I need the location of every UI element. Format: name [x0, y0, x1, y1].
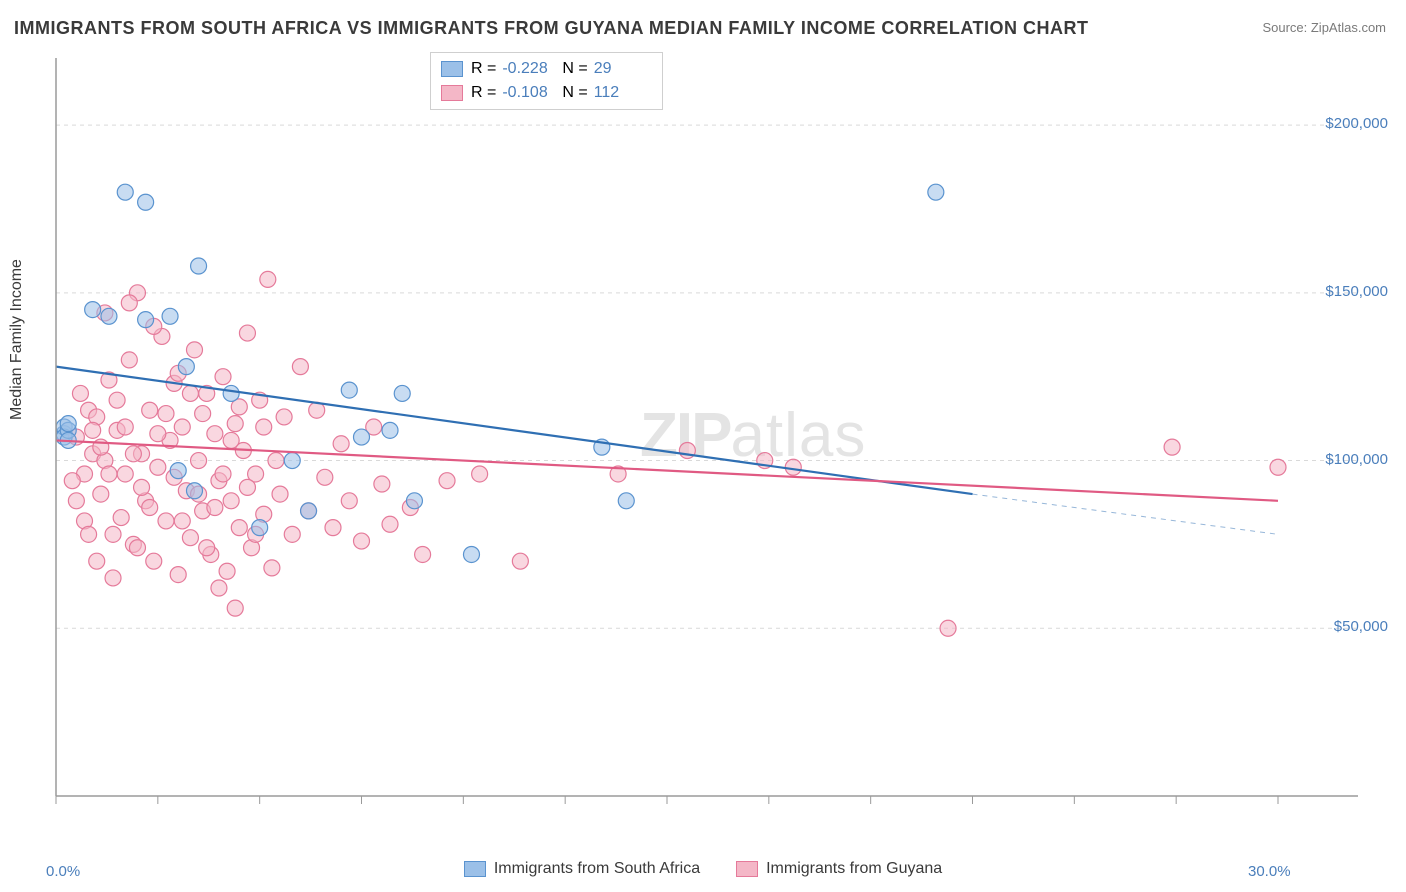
chart-title: IMMIGRANTS FROM SOUTH AFRICA VS IMMIGRAN…	[14, 18, 1089, 39]
legend-row-sa: R = -0.228 N = 29	[441, 57, 648, 81]
legend-swatch-guyana	[441, 85, 463, 101]
source-label: Source: ZipAtlas.com	[1262, 20, 1386, 35]
legend-swatch-guyana-2	[736, 861, 758, 877]
y-tick-label: $50,000	[1334, 618, 1388, 635]
legend-swatch-sa-2	[464, 861, 486, 877]
chart-container: IMMIGRANTS FROM SOUTH AFRICA VS IMMIGRAN…	[0, 0, 1406, 892]
x-tick-label: 30.0%	[1248, 863, 1291, 880]
series-legend: Immigrants from South Africa Immigrants …	[0, 860, 1406, 878]
y-tick-label: $150,000	[1325, 283, 1388, 300]
legend-item-sa: Immigrants from South Africa	[464, 860, 700, 878]
x-tick-label: 0.0%	[46, 863, 80, 880]
y-axis-label: Median Family Income	[8, 259, 26, 420]
stats-legend: R = -0.228 N = 29 R = -0.108 N = 112	[430, 52, 663, 110]
scatter-plot	[48, 48, 1378, 818]
legend-swatch-sa	[441, 61, 463, 77]
legend-row-guyana: R = -0.108 N = 112	[441, 81, 648, 105]
y-tick-label: $200,000	[1325, 115, 1388, 132]
y-tick-label: $100,000	[1325, 451, 1388, 468]
legend-item-guyana: Immigrants from Guyana	[736, 860, 942, 878]
